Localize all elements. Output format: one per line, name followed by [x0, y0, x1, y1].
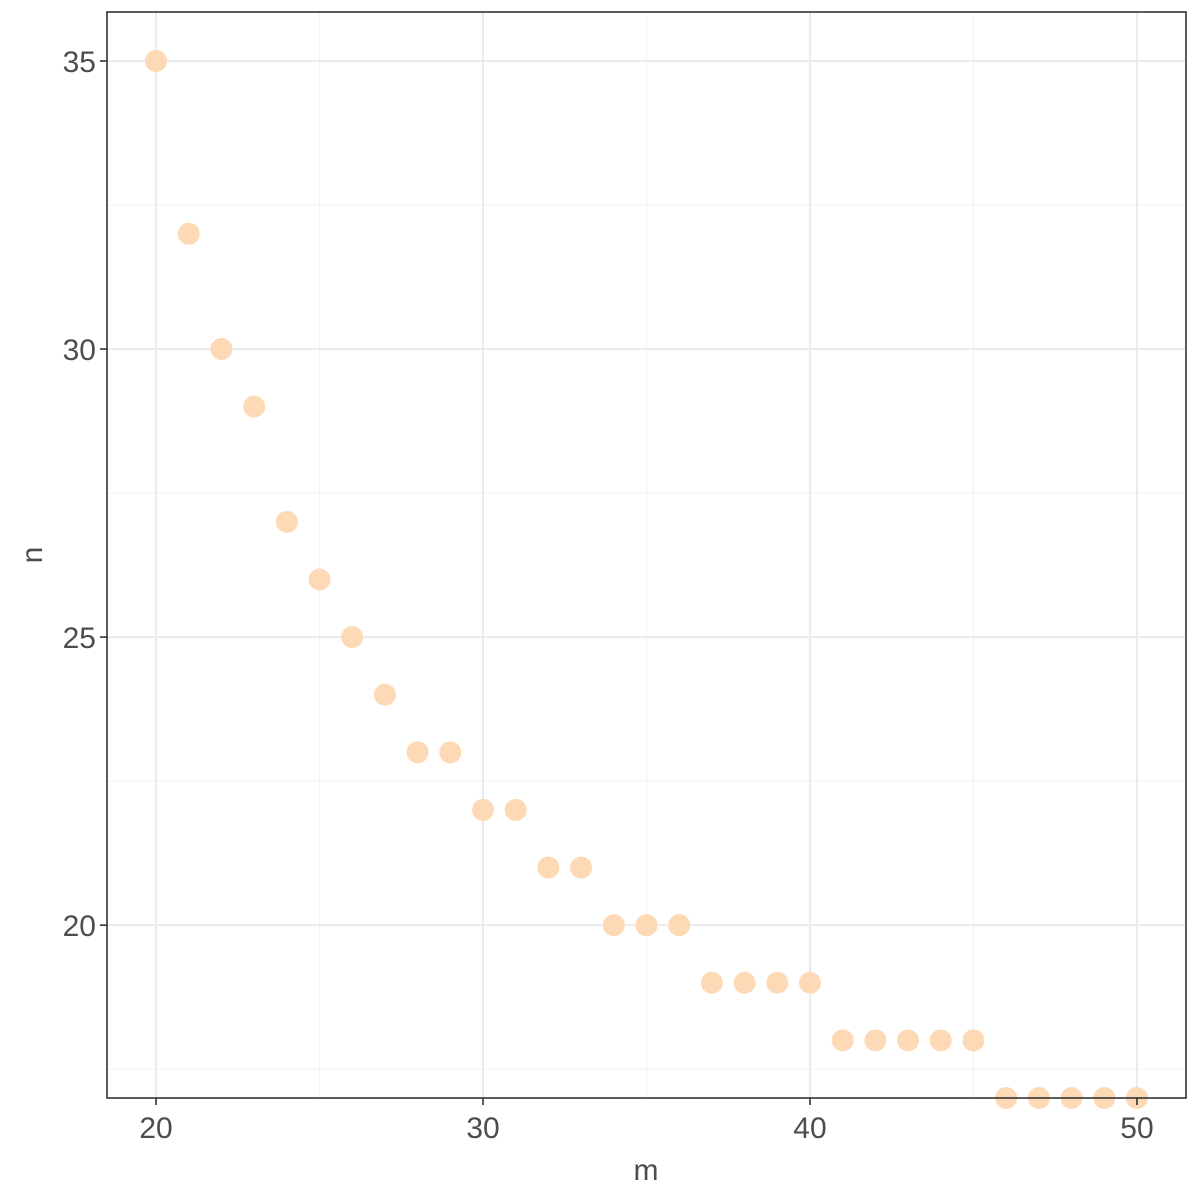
data-point	[897, 1029, 920, 1052]
data-point	[733, 971, 756, 994]
data-point	[341, 626, 364, 649]
data-point	[700, 971, 723, 994]
axis-ticks: 20 30 40 50 20 25 30 35	[63, 46, 1154, 1145]
data-point	[243, 395, 266, 418]
y-tick-label: 25	[63, 622, 96, 655]
data-point	[929, 1029, 952, 1052]
x-tick-label: 30	[466, 1112, 499, 1145]
data-point	[798, 971, 821, 994]
y-tick-label: 20	[63, 910, 96, 943]
data-point	[406, 741, 429, 764]
data-point	[472, 798, 495, 821]
x-tick-label: 50	[1120, 1112, 1153, 1145]
data-point	[570, 856, 593, 879]
data-point	[210, 338, 233, 361]
data-point	[537, 856, 560, 879]
y-tick-label: 30	[63, 334, 96, 367]
grid-lines	[107, 12, 1186, 1098]
x-tick-label: 40	[793, 1112, 826, 1145]
data-point	[962, 1029, 985, 1052]
data-point	[635, 914, 658, 937]
data-point	[668, 914, 691, 937]
data-point	[145, 49, 168, 72]
x-tick-label: 20	[139, 1112, 172, 1145]
data-point	[602, 914, 625, 937]
data-point	[864, 1029, 887, 1052]
data-point	[177, 222, 200, 245]
data-point	[504, 798, 527, 821]
data-point	[831, 1029, 854, 1052]
data-point	[308, 568, 331, 591]
data-point	[439, 741, 462, 764]
y-tick-label: 35	[63, 46, 96, 79]
data-point	[275, 510, 298, 533]
data-point	[766, 971, 789, 994]
x-axis-title: m	[634, 1154, 659, 1187]
plot-panel-border	[106, 11, 1187, 1099]
y-axis-title: n	[16, 547, 49, 564]
data-point	[373, 683, 396, 706]
